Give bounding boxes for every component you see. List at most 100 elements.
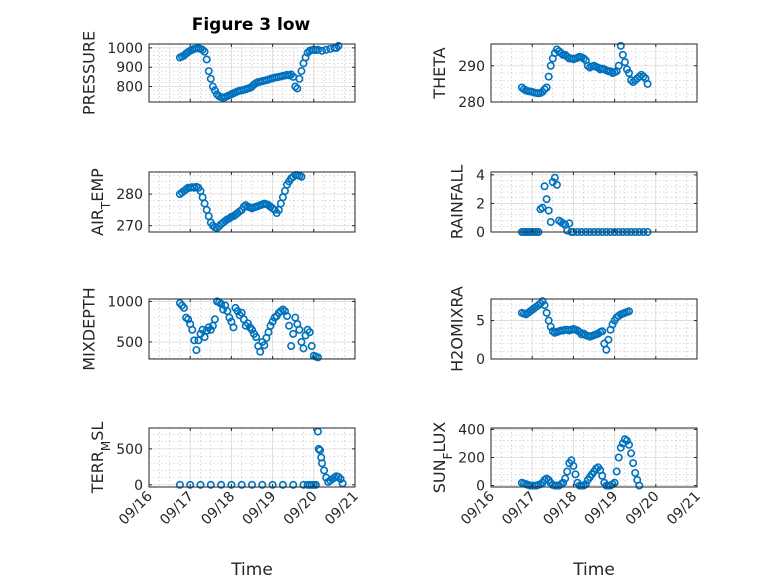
- data-point: [544, 206, 553, 215]
- y-axis-label: AIRTEMP: [88, 168, 113, 236]
- data-point: [598, 327, 607, 336]
- axes-box: [490, 298, 698, 360]
- data-point: [297, 67, 306, 76]
- y-axis-label: PRESSURE: [80, 31, 99, 115]
- data-point: [196, 480, 205, 489]
- data-point: [283, 312, 292, 321]
- x-tick-label: 09/21: [664, 489, 704, 529]
- y-axis-label: MIXDEPTH: [80, 287, 99, 370]
- data-point: [227, 480, 236, 489]
- data-point: [546, 322, 555, 331]
- data-point: [635, 481, 644, 490]
- data-point: [614, 61, 623, 70]
- data-point: [320, 466, 329, 475]
- x-tick-label: 09/19: [582, 489, 622, 529]
- y-axis-label: SUNFLUX: [430, 422, 455, 494]
- y-tick-label: 0: [476, 225, 485, 241]
- data-point: [252, 333, 261, 342]
- axes-frame: [490, 43, 698, 103]
- data-point: [334, 472, 343, 481]
- x-tick-label: 09/17: [157, 489, 197, 529]
- data-point: [295, 74, 304, 83]
- y-axis-label: THETA: [430, 47, 449, 99]
- data-point: [540, 85, 549, 94]
- data-point: [188, 325, 197, 334]
- data-point: [313, 45, 322, 54]
- subplot-rainfall: 0 2 4 RAINFALL: [447, 165, 698, 241]
- data-point: [565, 219, 574, 228]
- data-point: [186, 480, 195, 489]
- data-point: [322, 45, 331, 54]
- data-point: [336, 475, 345, 484]
- data-point: [598, 471, 607, 480]
- data-point: [625, 307, 634, 316]
- x-tick-label: 09/19: [240, 489, 280, 529]
- data-point: [571, 470, 580, 479]
- y-tick-label: 290: [458, 59, 485, 75]
- y-tick-label: 400: [458, 422, 485, 438]
- data-point: [559, 478, 568, 487]
- y-tick-label: 0: [134, 478, 143, 494]
- data-point: [266, 321, 275, 330]
- data-point: [289, 329, 298, 338]
- data-point: [631, 468, 640, 477]
- data-point: [542, 195, 551, 204]
- data-point: [297, 172, 306, 181]
- data-point: [643, 79, 652, 88]
- data-point: [233, 307, 242, 316]
- data-point: [315, 446, 324, 455]
- y-tick-label: 5: [476, 314, 485, 330]
- y-axis-label: TERRMSL: [88, 422, 113, 495]
- axes-frame: [148, 298, 356, 360]
- axes-frame: [148, 43, 356, 103]
- data-point: [208, 82, 217, 91]
- data-point: [604, 335, 613, 344]
- data-point: [248, 480, 257, 489]
- x-tick-label: 09/17: [499, 489, 539, 529]
- data-point: [625, 440, 634, 449]
- data-point: [614, 453, 623, 462]
- figure-title: Figure 3 low: [192, 15, 311, 35]
- data-point: [268, 480, 277, 489]
- data-point: [563, 467, 572, 476]
- data-point: [295, 325, 304, 334]
- data-point: [612, 467, 621, 476]
- y-tick-label: 0: [476, 479, 485, 495]
- data-point: [550, 173, 559, 182]
- data-point: [258, 480, 267, 489]
- data-point: [285, 321, 294, 330]
- data-point: [299, 344, 308, 353]
- y-axis-label: RAINFALL: [447, 165, 466, 240]
- data-point: [210, 86, 219, 95]
- data-point: [616, 41, 625, 50]
- data-point: [544, 72, 553, 81]
- data-point: [569, 461, 578, 470]
- axes-box: [148, 171, 356, 233]
- subplot-mixdepth: 500 1000 MIXDEPTH: [80, 287, 356, 371]
- subplot-pressure: 800 900 1000 PRESSURE: [80, 31, 356, 115]
- data-point: [629, 459, 638, 468]
- data-point: [622, 436, 631, 445]
- data-point: [332, 43, 341, 52]
- y-tick-label: 280: [116, 187, 143, 203]
- y-tick-label: 800: [116, 80, 143, 96]
- data-point: [206, 325, 215, 334]
- axes-frame: [148, 171, 356, 233]
- y-tick-label: 500: [116, 442, 143, 458]
- data-point: [219, 305, 228, 314]
- data-point: [180, 303, 189, 312]
- x-tick-label: 09/18: [540, 489, 580, 529]
- x-tick-label: 09/20: [281, 489, 321, 529]
- data-point: [540, 301, 549, 310]
- data-point: [278, 480, 287, 489]
- data-point: [546, 61, 555, 70]
- data-point: [318, 459, 327, 468]
- data-point: [260, 341, 269, 350]
- y-tick-label: 270: [116, 219, 143, 235]
- x-tick-label: 09/16: [116, 488, 156, 528]
- data-point: [542, 83, 551, 92]
